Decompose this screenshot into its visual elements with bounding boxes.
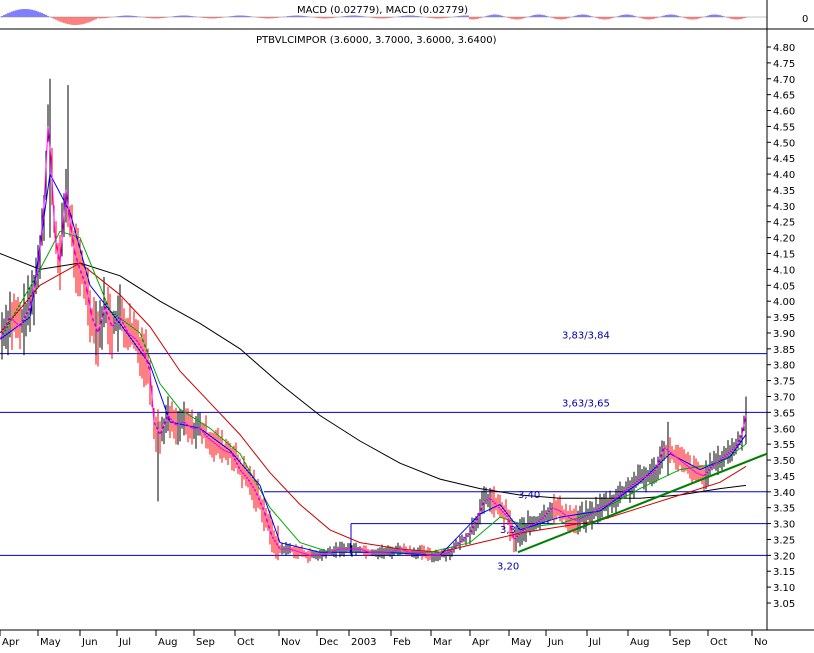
x-tick-label: Oct <box>710 637 727 648</box>
y-tick-label: 4.25 <box>773 218 795 229</box>
macd-zero-label: 0 <box>802 14 808 25</box>
y-tick-label: 3.35 <box>773 504 795 515</box>
y-tick-label: 4.10 <box>773 265 795 276</box>
x-tick-label: No <box>754 637 768 648</box>
chart-title: PTBVLCIMPOR (3.6000, 3.7000, 3.6000, 3.6… <box>256 35 497 46</box>
y-tick-label: 4.05 <box>773 281 795 292</box>
y-tick-label: 3.55 <box>773 440 795 451</box>
y-tick-label: 3.10 <box>773 583 795 594</box>
y-tick-label: 4.65 <box>773 91 795 102</box>
y-tick-label: 3.15 <box>773 567 795 578</box>
x-tick-label: Aug <box>630 637 650 648</box>
moving-average-line <box>0 253 747 499</box>
level-label: 3,83/3,84 <box>562 331 610 342</box>
y-tick-label: 4.50 <box>773 138 795 149</box>
price-line <box>0 126 747 556</box>
y-tick-label: 3.25 <box>773 535 795 546</box>
y-tick-label: 3.75 <box>773 377 795 388</box>
y-tick-label: 3.80 <box>773 361 795 372</box>
y-tick-label: 3.60 <box>773 424 795 435</box>
y-tick-label: 3.90 <box>773 329 795 340</box>
macd-panel: MACD (0.02779), MACD (0.02779) 0 <box>0 5 814 30</box>
x-tick-label: May <box>40 637 61 648</box>
y-tick-label: 4.70 <box>773 75 795 86</box>
y-tick-label: 4.35 <box>773 186 795 197</box>
y-tick-label: 3.40 <box>773 488 795 499</box>
extra-annotation: 3,3 <box>500 525 516 536</box>
level-label: 3,40 <box>518 490 540 501</box>
x-tick-label: 2003 <box>351 637 376 648</box>
y-tick-label: 3.95 <box>773 313 795 324</box>
y-tick-label: 4.20 <box>773 234 795 245</box>
support-trendline <box>517 452 768 554</box>
macd-histogram <box>0 9 767 25</box>
y-tick-label: 3.20 <box>773 551 795 562</box>
x-tick-label: May <box>511 637 532 648</box>
y-tick-label: 3.05 <box>773 599 795 610</box>
y-tick-label: 4.60 <box>773 107 795 118</box>
x-tick-label: Dec <box>319 637 338 648</box>
trendline-layer <box>517 452 768 554</box>
level-annotations: 3,83/3,84 3,63/3,65 3,40 3,20 3,3 <box>497 331 610 573</box>
x-tick-label: Jul <box>588 637 601 648</box>
x-tick-label: Mar <box>433 637 453 648</box>
x-tick-label: Sep <box>196 637 215 648</box>
y-tick-label: 4.00 <box>773 297 795 308</box>
x-tick-label: Apr <box>2 637 20 648</box>
x-axis-ticks: Apr May Jun Jul Aug Sep Oct Nov Dec 2003 Feb Mar Apr… <box>0 630 768 648</box>
y-tick-label: 4.40 <box>773 170 795 181</box>
x-tick-label: Jun <box>81 637 98 648</box>
y-tick-label: 3.85 <box>773 345 795 356</box>
horizontal-levels <box>0 353 767 556</box>
x-tick-label: Jul <box>118 637 131 648</box>
moving-averages <box>0 126 747 556</box>
level-label: 3,63/3,65 <box>562 398 610 409</box>
y-tick-label: 4.15 <box>773 250 795 261</box>
y-tick-label: 4.45 <box>773 154 795 165</box>
x-tick-label: Jun <box>547 637 564 648</box>
moving-average-line <box>0 230 747 553</box>
y-tick-label: 3.70 <box>773 392 795 403</box>
y-tick-label: 3.65 <box>773 408 795 419</box>
x-tick-label: Nov <box>281 637 301 648</box>
y-axis-ticks: 4.80 4.75 4.70 4.65 4.60 4.55 4.50 4.45 4.40 4.35… <box>767 43 795 610</box>
level-label: 3,20 <box>497 561 519 572</box>
macd-label: MACD (0.02779), MACD (0.02779) <box>297 5 468 16</box>
y-tick-label: 4.55 <box>773 122 795 133</box>
moving-average-line <box>0 262 747 553</box>
y-tick-label: 4.80 <box>773 43 795 54</box>
x-tick-label: Aug <box>158 637 178 648</box>
x-tick-label: Oct <box>237 637 254 648</box>
moving-average-line <box>0 172 747 556</box>
y-tick-label: 3.45 <box>773 472 795 483</box>
y-tick-label: 4.30 <box>773 202 795 213</box>
y-tick-label: 3.30 <box>773 520 795 531</box>
x-tick-label: Apr <box>472 637 490 648</box>
y-tick-label: 4.75 <box>773 59 795 70</box>
x-tick-label: Sep <box>672 637 691 648</box>
y-tick-label: 3.50 <box>773 456 795 467</box>
x-tick-label: Feb <box>393 637 411 648</box>
